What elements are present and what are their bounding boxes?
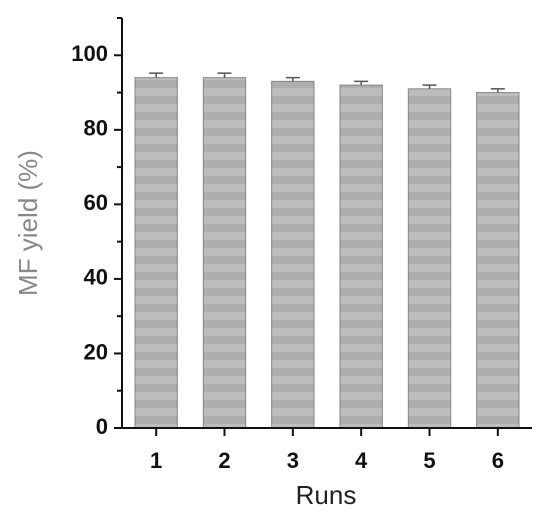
x-tick-label: 4 [355, 448, 368, 473]
y-tick-label: 80 [84, 116, 108, 141]
bar-texture [408, 88, 451, 429]
x-tick-label: 3 [287, 448, 299, 473]
bar-texture [134, 77, 178, 429]
x-tick-label: 1 [150, 448, 162, 473]
x-tick-label: 2 [218, 448, 230, 473]
bar-texture [271, 81, 315, 428]
y-tick-label: 60 [84, 190, 108, 215]
x-tick-label: 5 [423, 448, 435, 473]
y-tick-label: 0 [96, 414, 108, 439]
y-axis-label: MF yield (%) [13, 150, 43, 296]
y-tick-label: 20 [84, 339, 108, 364]
y-tick-label: 40 [84, 265, 108, 290]
bar-texture [203, 77, 246, 429]
x-tick-label: 6 [492, 448, 504, 473]
bar-texture [339, 85, 383, 428]
bar-texture [476, 92, 520, 428]
x-axis-label: Runs [296, 480, 357, 510]
y-tick-label: 100 [71, 41, 108, 66]
